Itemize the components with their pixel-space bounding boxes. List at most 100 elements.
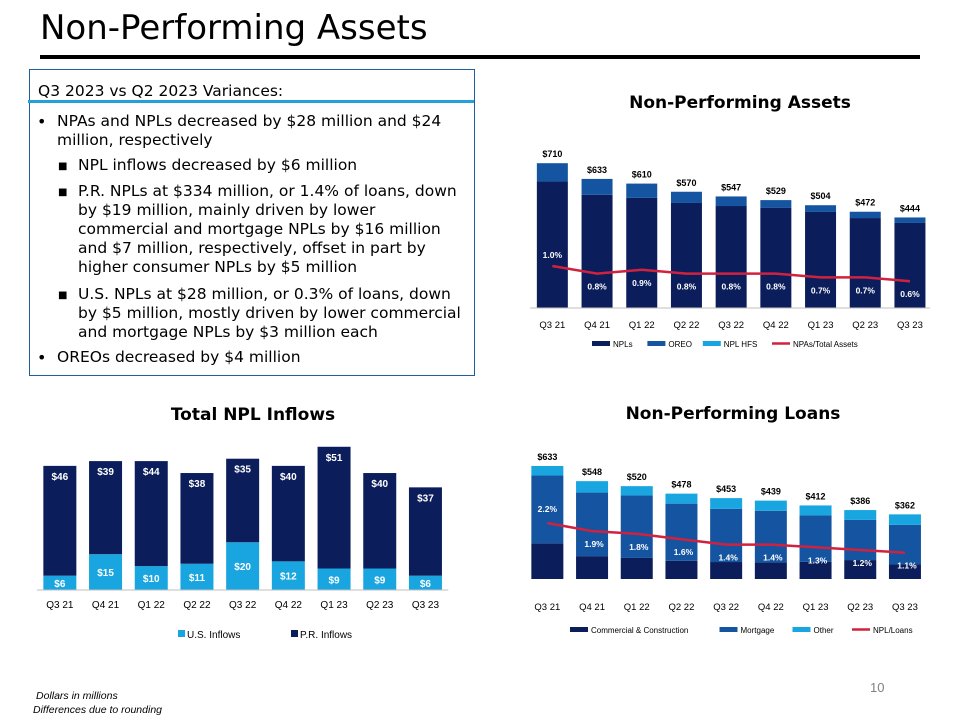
npa-legend-swatch: [702, 341, 721, 346]
npl-x-tick: Q4 22: [758, 602, 784, 613]
npl-total-label: $362: [895, 500, 915, 510]
npl-bar-commercial-construction: [888, 564, 921, 579]
inflow-us-label: $20: [234, 562, 251, 573]
npl-total-label: $439: [761, 487, 781, 497]
inflow-legend-label: P.R. Inflows: [300, 630, 352, 641]
npa-ratio-line: [552, 264, 911, 283]
inflow-x-tick: Q4 21: [92, 600, 120, 611]
subbullet-inflows-text: NPL inflows decreased by $6 million: [78, 156, 358, 174]
npa-bar-oreo: [536, 163, 568, 182]
npa-x-tick: Q3 23: [897, 320, 923, 331]
inflow-bar-pr: [134, 461, 168, 567]
npl-bar-other: [576, 481, 609, 493]
npl-bar-other: [531, 465, 564, 476]
inflow-x-tick: Q2 23: [366, 600, 394, 611]
npa-bar-oreo: [760, 200, 792, 208]
npa-x-tick: Q3 21: [539, 320, 565, 331]
npa-total-label: $504: [811, 191, 831, 201]
npa-ratio-label: 0.8%: [766, 282, 786, 292]
inflow-bar-us: [317, 568, 351, 590]
summary-heading: Q3 2023 vs Q2 2023 Variances:: [38, 82, 284, 100]
subbullet-pr-npls-text: P.R. NPLs at $334 million, or 1.4% of lo…: [78, 182, 457, 276]
inflow-x-tick: Q1 23: [320, 600, 348, 611]
npa-total-label: $444: [900, 203, 920, 213]
summary-rule: [28, 100, 474, 103]
inflow-bar-pr: [408, 487, 442, 576]
npl-legend-label: Other: [814, 626, 834, 635]
npl-ratio-label: 1.6%: [674, 547, 694, 557]
npl-x-tick: Q4 21: [579, 602, 605, 613]
square-bullet-icon: ■: [58, 161, 68, 172]
npl-bar-commercial-construction: [754, 562, 787, 579]
inflow-us-label: $6: [54, 579, 66, 590]
npl-x-tick: Q1 23: [803, 602, 829, 613]
inflow-pr-label: $46: [52, 472, 69, 483]
inflow-bar-pr: [226, 458, 260, 543]
npa-legend-label: NPAs/Total Assets: [793, 340, 858, 349]
inflow-bar-pr: [180, 473, 214, 564]
npl-ratio-label: 1.9%: [584, 539, 604, 549]
npl-legend-swatch: [570, 627, 588, 632]
npl-bar-mortgage: [576, 492, 609, 557]
npl-bar-commercial-construction: [531, 543, 564, 579]
npl-total-label: $548: [582, 467, 602, 477]
npa-legend-swatch: [647, 341, 666, 346]
npl-bar-commercial-construction: [710, 562, 743, 579]
npa-bar-oreo: [715, 196, 747, 207]
footnote-rounding: Differences due to rounding: [33, 704, 162, 716]
title-rule: [40, 55, 920, 59]
npa-chart: $710 Q3 21 $633 Q4 21 $610 Q1 22 $570 Q2 22 $547…: [530, 149, 930, 349]
npl-total-label: $386: [850, 496, 870, 506]
npl-bar-mortgage: [531, 475, 564, 544]
inflow-x-tick: Q4 22: [275, 600, 303, 611]
npa-ratio-label: 0.8%: [721, 282, 741, 292]
square-bullet-icon: ■: [58, 187, 68, 198]
npl-legend-label: Commercial & Construction: [591, 626, 688, 635]
inflow-x-tick: Q3 21: [46, 600, 74, 611]
inflow-pr-label: $51: [326, 453, 343, 464]
inflow-bar-us: [226, 542, 260, 590]
npl-x-tick: Q3 21: [534, 602, 560, 613]
npl-bar-commercial-construction: [844, 560, 877, 579]
inflow-x-tick: Q1 22: [138, 600, 166, 611]
npa-bar-npls: [715, 206, 747, 308]
npl-ratio-label: 1.3%: [808, 555, 828, 565]
inflow-us-label: $11: [189, 573, 206, 584]
npl-bar-other: [754, 500, 787, 511]
inflow-bar-pr: [271, 465, 305, 562]
inflow-us-label: $10: [143, 574, 160, 585]
subbullet-inflows: ■ NPL inflows decreased by $6 million: [58, 156, 468, 175]
inflow-x-tick: Q3 23: [412, 600, 440, 611]
npa-total-label: $710: [542, 149, 562, 159]
npa-x-tick: Q4 21: [584, 320, 610, 331]
npl-legend-label: Mortgage: [741, 626, 775, 635]
npl-legend-swatch: [792, 627, 811, 632]
inflow-bar-us: [134, 566, 168, 590]
npl-total-label: $520: [627, 472, 647, 482]
npa-legend-label: NPLs: [613, 340, 633, 349]
npl-legend-label: NPL/Loans: [873, 626, 913, 635]
npa-bar-npls: [849, 218, 881, 308]
npl-total-label: $412: [806, 491, 826, 501]
npa-bar-npls: [536, 181, 568, 308]
npa-bar-oreo: [894, 217, 926, 223]
npl-bar-other: [799, 505, 832, 516]
subbullet-pr-npls: ■ P.R. NPLs at $334 million, or 1.4% of l…: [58, 182, 468, 277]
npl-ratio-label: 1.1%: [897, 561, 917, 571]
npa-bar-oreo: [581, 178, 613, 195]
inflow-pr-label: $39: [97, 467, 114, 478]
npl-x-tick: Q2 22: [669, 602, 695, 613]
npl-ratio-label: 1.2%: [853, 558, 873, 568]
subbullet-us-npls-text: U.S. NPLs at $28 million, or 0.3% of loa…: [78, 285, 461, 341]
npa-ratio-label: 0.8%: [587, 282, 607, 292]
npa-bar-oreo: [626, 183, 658, 198]
npl-chart-title: Non-Performing Loans: [625, 404, 841, 424]
npa-legend-swatch: [592, 341, 610, 346]
npl-ratio-label: 1.4%: [718, 553, 738, 563]
page-title: Non-Performing Assets: [40, 8, 428, 48]
npa-x-tick: Q1 22: [629, 320, 655, 331]
inflow-pr-label: $35: [234, 465, 251, 476]
npa-total-label: $547: [721, 182, 741, 192]
inflow-x-tick: Q2 22: [183, 600, 211, 611]
npa-bar-npls: [894, 222, 926, 308]
